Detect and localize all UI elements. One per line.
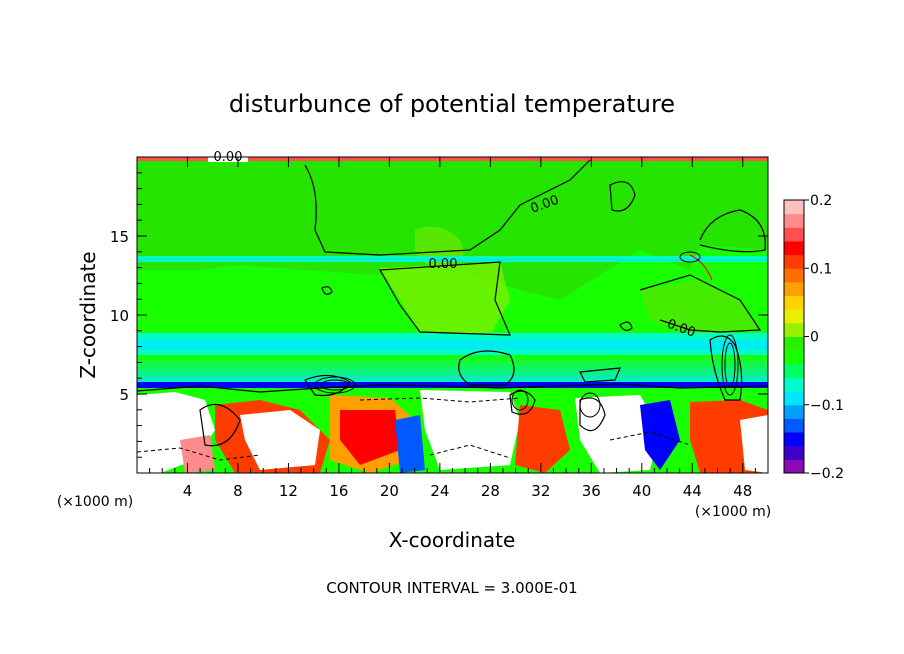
field-lower-blue-1 <box>395 415 425 473</box>
colorbar-swatch <box>784 459 804 474</box>
y-axis-ticks: 5 10 15 <box>110 172 768 458</box>
x-tick-label: 16 <box>329 482 348 500</box>
field-region-light-green-3 <box>640 280 760 335</box>
field-lower-magenta <box>180 435 215 473</box>
x-tick-label: 36 <box>582 482 601 500</box>
contour-line-5 <box>639 274 762 333</box>
contour-dense-7 <box>511 389 529 411</box>
contour-line-1 <box>304 159 591 256</box>
y-tick-label: 15 <box>110 228 129 246</box>
colorbar-swatch <box>784 227 804 242</box>
x-tick-label: 8 <box>233 482 243 500</box>
y-axis-label: Z-coordinate <box>76 251 100 378</box>
x-unit-label-right: (×1000 m) <box>695 504 771 520</box>
x-tick-label: 24 <box>430 482 449 500</box>
colorbar-swatch <box>784 213 804 228</box>
colorbar-swatch <box>784 418 804 433</box>
y-tick-label: 5 <box>119 386 129 404</box>
colorbar-swatch <box>784 240 804 256</box>
y-tick-label: 10 <box>110 307 129 325</box>
colorbar-tick-label: −0.2 <box>810 466 844 482</box>
contour-lines-dashed <box>137 397 691 461</box>
colorbar-swatch <box>784 200 804 215</box>
colorbar-swatch <box>784 363 804 378</box>
colorbar-swatch <box>784 404 804 419</box>
contour-line-15 <box>579 397 606 432</box>
colorbar-swatch <box>784 350 804 365</box>
colorbar-swatch <box>784 445 804 460</box>
field-band-blue-line <box>137 382 768 388</box>
contour-line-9 <box>579 367 621 383</box>
x-tick-label: 48 <box>733 482 752 500</box>
colorbar-tick-label: −0.1 <box>810 398 844 414</box>
contour-dense-3 <box>721 334 739 396</box>
field-lower-red-2 <box>340 410 400 465</box>
field-lower-white-2 <box>240 410 320 470</box>
contour-line-14 <box>509 390 536 415</box>
contour-line-2 <box>379 261 511 336</box>
contour-line-4 <box>699 209 766 253</box>
field-top-strip <box>137 157 768 161</box>
contour-dashed-4 <box>359 397 521 403</box>
field-lower-red-3 <box>515 405 570 473</box>
contour-line-7 <box>458 350 515 386</box>
contour-dense-1 <box>314 376 356 394</box>
contour-line-13 <box>304 374 351 397</box>
colorbar-swatch <box>784 281 804 297</box>
x-tick-label: 44 <box>683 482 702 500</box>
colorbar-swatch <box>784 336 804 351</box>
x-tick-label: 4 <box>183 482 193 500</box>
colorbar-tick-label: 0.1 <box>810 261 832 277</box>
colorbar-swatch <box>784 309 804 324</box>
contour-line-10 <box>709 335 743 401</box>
colorbar-swatch <box>784 432 804 447</box>
field-lower-white-5 <box>740 415 768 473</box>
chart-title: disturbunce of potential temperature <box>229 90 675 118</box>
field-band-lower <box>137 355 768 385</box>
contour-dense-6 <box>579 392 601 418</box>
field-band-cyan-2 <box>137 340 768 350</box>
contour-line-12 <box>199 403 241 447</box>
contour-label-3: 0.00 <box>429 257 458 272</box>
colorbar-swatch <box>784 268 804 283</box>
colorbar-swatch <box>784 254 804 269</box>
colorbar-swatch <box>784 295 804 310</box>
x-axis-ticks: 4 8 12 16 20 24 28 32 36 40 44 48 <box>149 157 756 500</box>
x-tick-label: 20 <box>380 482 399 500</box>
x-tick-label: 40 <box>632 482 651 500</box>
field-band-cyan-4 <box>137 259 768 261</box>
x-tick-label: 12 <box>279 482 298 500</box>
colorbar-tick-label: 0.2 <box>810 193 832 209</box>
field-lower-white-3 <box>420 390 520 470</box>
colorbar-swatch <box>784 377 804 392</box>
contour-dashed-1 <box>137 447 261 461</box>
contour-dense-4 <box>724 342 736 388</box>
field-region-light-green-1 <box>380 262 510 335</box>
contour-line-3 <box>609 181 636 212</box>
contour-dense-5 <box>679 251 701 263</box>
contour-dense-2 <box>320 379 350 391</box>
contour-line-11 <box>137 383 768 393</box>
colorbar-tick-label: 0 <box>810 330 819 346</box>
x-axis-label: X-coordinate <box>389 528 516 552</box>
contour-interval-note: CONTOUR INTERVAL = 3.000E-01 <box>326 579 577 597</box>
contour-dense <box>314 251 739 418</box>
contour-line-8 <box>321 286 333 295</box>
x-unit-label-left: (×1000 m) <box>57 494 133 510</box>
x-tick-label: 28 <box>481 482 500 500</box>
plot-area <box>137 157 768 473</box>
contour-line-6 <box>619 321 633 331</box>
colorbar-swatch <box>784 391 804 406</box>
x-tick-label: 32 <box>531 482 550 500</box>
colorbar-swatch <box>784 322 804 337</box>
contour-lines <box>137 159 768 447</box>
colorbar <box>784 200 804 474</box>
contour-line-16 <box>689 254 713 281</box>
colorbar-ticks: 0.2 0.1 0 −0.1 −0.2 <box>804 193 844 482</box>
